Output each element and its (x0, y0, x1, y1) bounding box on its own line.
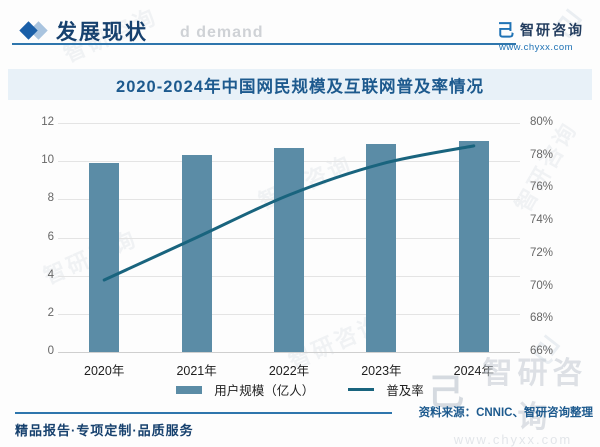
brand-website: www.chyxx.com (498, 42, 574, 53)
watermark-website: www.chyxx.com (453, 432, 573, 447)
footer-watermark: 己 智研咨询 www.chyxx.com (428, 348, 598, 447)
watermark-text: 智研咨询 (510, 117, 583, 217)
brand-name: 智研咨询 (520, 22, 584, 38)
right-axis-tick: 66% (530, 345, 554, 357)
section-title: 发展现状 (56, 21, 148, 44)
bar-2020年 (89, 163, 120, 352)
right-axis-tick: 76% (530, 181, 554, 194)
chart-title: 2020-2024年中国网民规模及互联网普及率情况 (116, 77, 484, 96)
right-axis-tick: 72% (530, 246, 554, 259)
legend-bar-swatch (176, 385, 203, 394)
chart-legend: 用户规模（亿人） 普及率 (0, 380, 600, 399)
footer-divider (15, 412, 392, 414)
right-axis-tick: 80% (530, 116, 554, 128)
right-axis-tick: 68% (530, 312, 554, 325)
gridline (58, 123, 520, 124)
x-axis-label: 2021年 (176, 364, 217, 378)
right-axis-tick: 74% (530, 214, 554, 227)
x-axis-label: 2024年 (453, 364, 494, 378)
left-axis-tick: 0 (47, 345, 54, 357)
bar-2024年 (458, 140, 489, 352)
x-axis-label: 2023年 (361, 364, 402, 378)
left-axis-tick: 10 (41, 154, 54, 167)
legend-bar-label: 用户规模（亿人） (214, 384, 315, 398)
header-divider (12, 43, 516, 45)
legend-line-swatch (348, 388, 375, 391)
watermark-logo-icon: 己 (428, 371, 465, 412)
left-axis-tick: 12 (41, 116, 54, 128)
header-watermark-text: d demand (180, 24, 264, 41)
left-axis-tick: 4 (47, 268, 54, 281)
left-axis-tick: 2 (47, 306, 54, 319)
right-axis-tick: 78% (530, 148, 554, 161)
watermark-brand-name: 智研咨询 (482, 357, 588, 434)
legend-line-label: 普及率 (386, 384, 424, 398)
footer-tagline: 精品报告·专项定制·品质服务 (15, 423, 194, 438)
left-axis-tick: 6 (47, 230, 54, 243)
brand-logo: 己 智研咨询 (497, 20, 584, 40)
chart-title-band: 2020-2024年中国网民规模及互联网普及率情况 (8, 69, 592, 100)
left-axis-tick: 8 (47, 192, 54, 205)
watermark-text: 智研咨询 (254, 150, 357, 215)
bar-2022年 (274, 148, 304, 352)
brand-logo-icon: 己 (497, 20, 514, 40)
section-diamond-icon (19, 20, 54, 42)
bar-2023年 (366, 143, 397, 352)
gridline (58, 352, 520, 353)
bar-2021年 (181, 155, 212, 352)
data-source: 资料来源：CNNIC、智研咨询整理 (418, 407, 593, 419)
right-axis-tick: 70% (530, 279, 554, 292)
x-axis-label: 2022年 (268, 364, 310, 378)
x-axis-label: 2020年 (84, 364, 125, 378)
